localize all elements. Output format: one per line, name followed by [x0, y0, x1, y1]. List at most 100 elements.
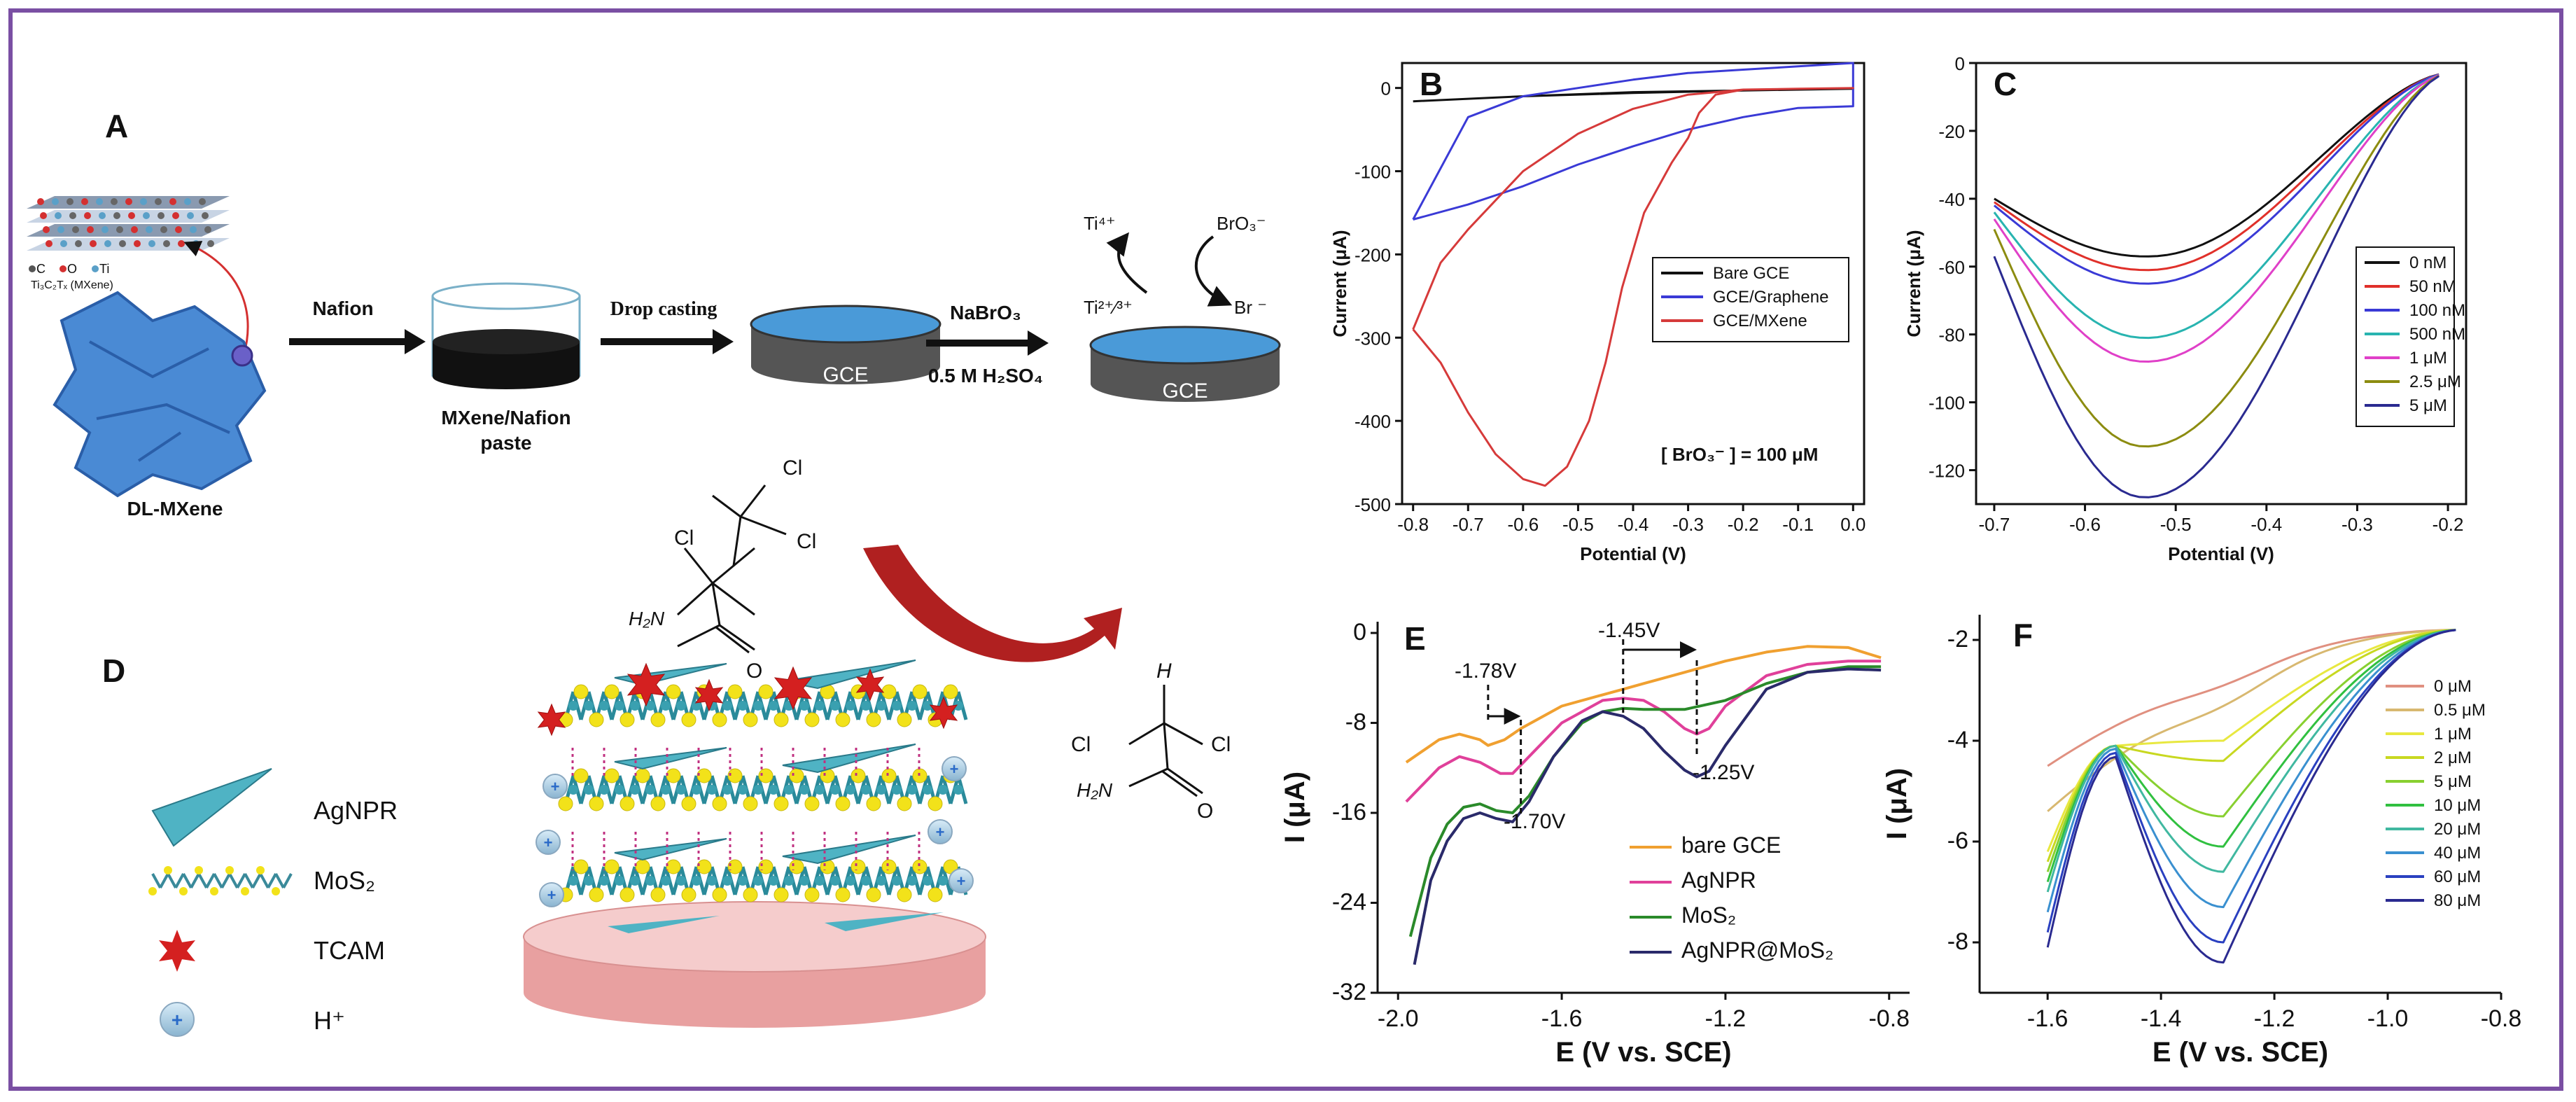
y-tick-label: 0 — [1353, 619, 1366, 646]
hplus-sign-icon: + — [936, 823, 945, 841]
mol1-nh2: H₂N — [629, 608, 665, 629]
molybdenum-atom-icon — [907, 785, 917, 795]
legend-entry: 20 μM — [2434, 820, 2481, 839]
molybdenum-atom-icon — [753, 785, 763, 795]
sulfur-atom-icon — [804, 712, 820, 727]
sulfur-atom-icon — [620, 887, 635, 902]
beaker-icon — [431, 282, 581, 389]
molybdenum-atom-icon — [861, 701, 871, 711]
hplus-sign-icon: + — [957, 872, 966, 890]
x-tick-label: -0.7 — [1979, 514, 2010, 535]
y-tick-label: 0 — [1955, 53, 1965, 74]
molybdenum-atom-icon — [769, 701, 778, 711]
series-line — [1405, 660, 1882, 803]
series-line — [2046, 629, 2456, 944]
mos2-bond-icon — [190, 873, 200, 888]
molybdenum-atom-icon — [892, 785, 902, 795]
mol1-cl-1: Cl — [674, 526, 694, 550]
sulfur-atom-icon — [573, 768, 589, 783]
sulfur-atom-icon — [666, 859, 681, 874]
sulfur-atom-icon — [866, 887, 881, 902]
sulfur-atom-icon — [866, 712, 881, 727]
titanium-dot-icon — [92, 265, 99, 272]
zoom-arrow-icon — [183, 241, 249, 356]
legend-entry: 10 μM — [2434, 796, 2481, 815]
mos2-layer-stack-icon — [558, 660, 968, 933]
molybdenum-atom-icon — [815, 876, 825, 886]
mol1-o: O — [746, 660, 762, 683]
h2so4-label: 0.5 M H₂SO₄ — [928, 365, 1043, 386]
mos2-bond-icon — [220, 873, 231, 888]
molybdenum-atom-icon — [568, 785, 578, 795]
x-axis-label: E (V vs. SCE) — [1555, 1037, 1731, 1068]
sulfur-atom-icon — [897, 887, 912, 902]
legend-entry: Bare GCE — [1713, 264, 1789, 283]
sulfur-atom-icon — [774, 712, 789, 727]
hplus-sign-icon: + — [551, 778, 560, 795]
y-tick-label: -60 — [1938, 257, 1965, 278]
crystal-atom-icon — [131, 226, 138, 233]
tcam-star-icon — [537, 703, 566, 737]
redox-arrow-right-icon — [1194, 235, 1233, 307]
y-tick-label: 0 — [1381, 78, 1391, 99]
sulfur-atom-icon — [195, 866, 203, 874]
hplus-ion-icon — [941, 756, 967, 781]
x-tick-label: -0.8 — [1397, 514, 1429, 535]
molybdenum-atom-icon — [584, 701, 594, 711]
molybdenum-atom-icon — [599, 701, 609, 711]
molybdenum-atom-icon — [799, 701, 809, 711]
figure-canvas: A C O Ti Ti₃C₂Tₓ (MXene) DL-MXene Nafion — [27, 53, 2521, 1068]
gce-label: GCE — [822, 363, 868, 386]
y-tick-label: -4 — [1947, 727, 1968, 753]
legend-entry: AgNPR@MoS₂ — [1681, 937, 1833, 963]
y-tick-label: -100 — [1354, 162, 1391, 183]
molybdenum-atom-icon — [645, 785, 655, 795]
series-line — [1994, 73, 2440, 258]
crystal-atom-icon — [169, 198, 176, 205]
y-axis-label: Current (μA) — [1329, 230, 1350, 337]
crystal-atom-icon — [148, 240, 155, 247]
plot-area-frame — [1975, 62, 2468, 505]
agnpr-flake-icon — [782, 835, 916, 865]
x-tick-label: -0.6 — [2069, 514, 2101, 535]
crystal-atom-icon — [128, 212, 135, 219]
sulfur-atom-icon — [604, 859, 620, 874]
molybdenum-atom-icon — [584, 876, 594, 886]
hplus-ion-icon — [539, 882, 564, 907]
molybdenum-atom-icon — [738, 785, 748, 795]
y-tick-label: -20 — [1938, 121, 1965, 142]
mos2-legend-icon — [148, 866, 293, 895]
crystal-atom-icon — [163, 240, 170, 247]
panel-e-letter: E — [1404, 620, 1426, 657]
legend-box — [1652, 257, 1849, 342]
sulfur-atom-icon — [573, 859, 589, 874]
gce-electrode-icon — [750, 305, 941, 384]
sulfur-atom-icon — [210, 887, 218, 895]
legend-entry: MoS₂ — [1681, 902, 1736, 928]
y-axis-label: I (μA) — [1280, 772, 1310, 843]
molybdenum-atom-icon — [630, 876, 640, 886]
sulfur-atom-icon — [635, 859, 650, 874]
sulfur-atom-icon — [850, 859, 866, 874]
crystal-atom-icon — [90, 240, 97, 247]
agnpr-legend-icon — [151, 768, 272, 847]
legend-entry: GCE/MXene — [1713, 312, 1807, 330]
crystal-atom-icon — [143, 212, 150, 219]
crystal-atom-icon — [60, 240, 67, 247]
legend-entry: 500 nM — [2409, 325, 2465, 344]
x-tick-label: -0.2 — [1728, 514, 1759, 535]
panel-d-letter: D — [102, 653, 125, 689]
gce-electrode-2-icon — [1089, 326, 1281, 402]
sulfur-atom-icon — [681, 887, 696, 902]
x-tick-label: -0.3 — [2342, 514, 2373, 535]
crystal-atom-icon — [37, 198, 44, 205]
peak-label-170: -1.70V — [1504, 810, 1565, 833]
peak-label-125: -1.25V — [1693, 761, 1754, 784]
y-tick-label: -400 — [1354, 411, 1391, 432]
molybdenum-atom-icon — [846, 785, 855, 795]
legend-entry: 1 μM — [2434, 725, 2472, 744]
mos2-bond-icon — [205, 873, 216, 888]
molybdenum-atom-icon — [707, 785, 717, 795]
crystal-atom-icon — [87, 226, 94, 233]
x-tick-label: -1.6 — [2027, 1005, 2068, 1032]
